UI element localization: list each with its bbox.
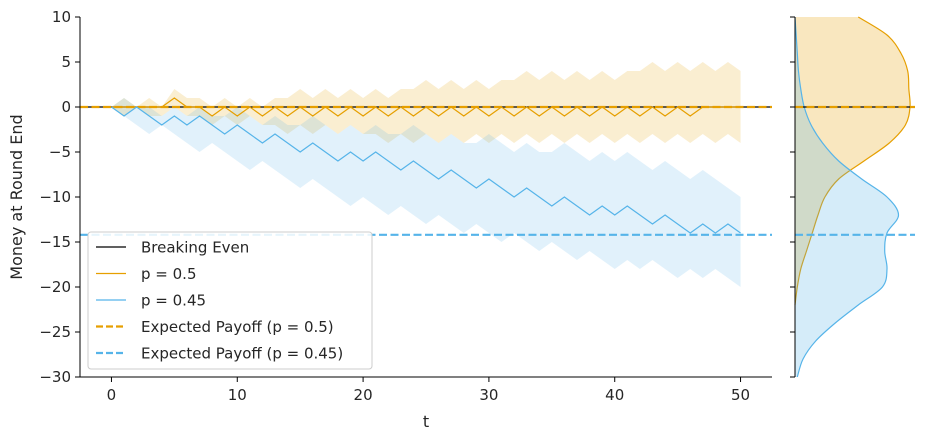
x-tick-label: 50	[731, 386, 750, 404]
x-tick-label: 0	[107, 386, 117, 404]
x-tick-label: 30	[479, 386, 498, 404]
legend-label: Breaking Even	[141, 239, 249, 257]
series-lines	[111, 97, 741, 234]
x-tick-label: 10	[228, 386, 247, 404]
legend-label: p = 0.5	[141, 265, 196, 283]
legend-box	[87, 231, 373, 370]
density-curve-p-0-45	[794, 16, 900, 378]
y-tick-label: −10	[39, 188, 71, 206]
confidence-bands	[111, 62, 741, 287]
x-axis-label: t	[423, 412, 429, 431]
y-tick-label: 5	[61, 53, 71, 71]
legend: Breaking Even p = 0.5 p = 0.45 Expected Pay…	[87, 231, 373, 370]
legend-label: p = 0.45	[141, 292, 206, 310]
band-p-0-45	[111, 98, 741, 287]
marginal-axes	[790, 16, 796, 378]
x-tick-label: 40	[605, 386, 624, 404]
y-tick-label: 0	[61, 98, 71, 116]
series-line-p-0-5	[111, 97, 741, 117]
y-tick-label: −15	[39, 233, 71, 251]
y-tick-label: −25	[39, 323, 71, 341]
series-line-p-0-45	[111, 106, 741, 234]
marginal-density-plot	[790, 16, 915, 378]
density-curves	[794, 16, 911, 378]
y-tick-label: −30	[39, 368, 71, 386]
y-axis-label: Money at Round End	[7, 114, 26, 279]
y-tick-label: −20	[39, 278, 71, 296]
legend-label: Expected Payoff (p = 0.45)	[141, 345, 343, 363]
y-tick-label: 10	[52, 8, 71, 26]
density-fill-p-0-5	[795, 17, 911, 305]
marginal-reference-lines	[795, 105, 915, 236]
density-fill-p-0-45	[795, 17, 899, 377]
y-tick-label: −5	[49, 143, 71, 161]
x-tick-label: 20	[354, 386, 373, 404]
band-p-0-5	[111, 62, 741, 143]
legend-label: Expected Payoff (p = 0.5)	[141, 318, 334, 336]
density-curve-p-0-5	[794, 16, 911, 306]
